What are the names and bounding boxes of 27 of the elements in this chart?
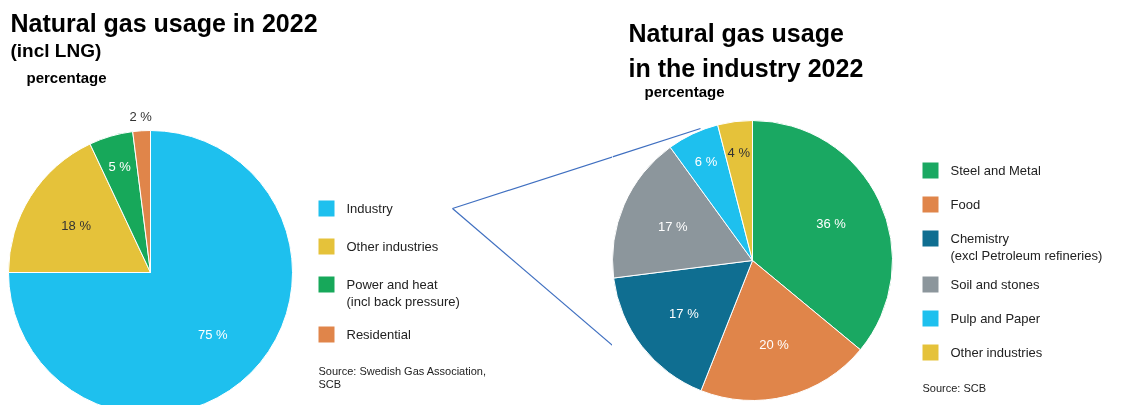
data-label: 75 % — [197, 327, 229, 343]
chart-title: Natural gas usage in 2022 — [10, 8, 318, 37]
data-label: 4 % — [727, 144, 751, 160]
data-label: 6 % — [694, 154, 718, 170]
legend-label: Steel and Metal — [950, 162, 1041, 178]
data-label: 5 % — [108, 158, 132, 174]
legend-label: Other industries — [950, 344, 1043, 360]
text: percentage — [26, 68, 107, 86]
data-label: 2 % — [129, 109, 153, 125]
data-label: 20 % — [759, 337, 790, 353]
legend-label: Soil and stones — [950, 276, 1040, 292]
legend-label: Other industries — [346, 238, 439, 254]
legend-label: Residential — [346, 326, 411, 342]
data-label: 17 % — [669, 306, 700, 322]
data-label: 36 % — [816, 216, 847, 232]
legend-label: Industry — [346, 200, 394, 216]
legend-label: Food — [950, 196, 981, 212]
legend-label: Chemistry (excl Petroleum refineries) — [950, 230, 1103, 263]
source-note: Source: SCB — [922, 381, 987, 394]
source-note: Source: Swedish Gas Association, SCB — [318, 364, 487, 391]
legend-label: Pulp and Paper — [950, 310, 1041, 326]
data-label: 18 % — [61, 217, 92, 233]
legend-label: Power and heat (incl back pressure) — [346, 276, 460, 309]
chart-title: Natural gas usage in the industry 2022 — [628, 18, 864, 82]
chart-subtitle: (incl LNG) — [10, 39, 102, 61]
data-label: 17 % — [658, 218, 689, 234]
text: percentage — [644, 82, 725, 100]
